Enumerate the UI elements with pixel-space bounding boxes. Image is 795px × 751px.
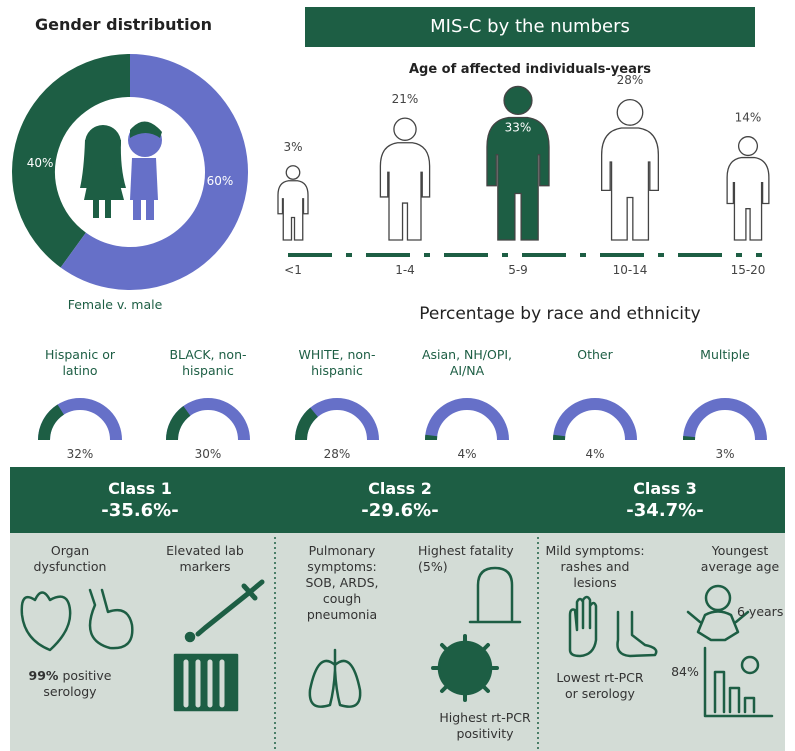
value-label: 4% [457,447,476,461]
x-tick-label: 10-14 [613,263,648,277]
value-label: 28% [324,447,351,461]
value-label: 4% [585,447,604,461]
person-figure [487,86,549,240]
boy-body [130,158,158,200]
person-figure [278,166,308,240]
gauge-track [431,404,503,440]
category-label: Multiple [660,347,790,363]
value-label: 3% [283,140,302,154]
page: MIS-C by the numbers {"chart_data": [ {"… [0,0,795,751]
serology-pct: 99% [29,668,59,683]
x-tick-label: 5-9 [508,263,528,277]
value-label: 30% [195,447,222,461]
class-share: -35.6%- [40,500,240,522]
heart-icon [22,593,70,651]
class-header: Class 3-34.7%- [565,478,765,522]
lungs-icon [310,650,360,707]
girl-leg [93,200,99,218]
icons [22,568,772,716]
category-label: WHITE, non- hispanic [272,347,402,379]
children-icon [80,121,162,220]
person-figure [602,100,659,240]
class-note: Highest fatality (5%) [418,543,528,575]
class-note: Highest rt-PCR positivity [430,710,540,742]
gauge-value [172,411,187,440]
person-figure [380,118,429,240]
class-note: Pulmonary symptoms: SOB, ARDS, cough pne… [292,543,392,623]
value-label: 40% [27,156,54,170]
banner: MIS-C by the numbers [305,7,755,47]
germ-icon [742,657,758,673]
gauge-track [689,404,761,440]
class-share: -29.6%- [300,500,500,522]
class-name: Class 2 [300,478,500,500]
class-name: Class 3 [565,478,765,500]
class-name: Class 1 [40,478,240,500]
syringe-icon [198,582,262,634]
category-label: Hispanic or latino [15,347,145,379]
category-label: BLACK, non- hispanic [143,347,273,379]
gauge-value [44,410,61,440]
value-label: 32% [67,447,94,461]
girl-leg [105,200,111,218]
class-note: Organ dysfunction [15,543,125,575]
x-tick-label: 1-4 [395,263,415,277]
page-body: 40% 60% 3% <1 21% 1-4 33% 5-9 28% 10-14 14% 15-20 32… [0,0,795,751]
boy-leg [133,200,141,220]
gauge-track [559,404,631,440]
class-note: Mild symptoms: rashes and lesions [545,543,645,591]
class-header: Class 1-35.6%- [40,478,240,522]
foot-icon [618,612,657,656]
class-note: 6 years [737,604,795,620]
x-tick-label: <1 [284,263,302,277]
value-label: 33% [505,120,532,134]
bars-icon [705,648,772,716]
class-note: Youngest average age [690,543,790,575]
class-note: Lowest rt-PCR or serology [550,670,650,702]
value-label: 21% [392,92,419,106]
chart-title: Gender distribution [35,17,212,33]
value-label: 14% [735,111,762,125]
chart-title: Age of affected individuals-years [330,62,730,78]
chart-title: Percentage by race and ethnicity [380,306,740,322]
x-tick-label: 15-20 [731,263,766,277]
hand-icon [570,597,596,656]
value-label: 60% [207,174,234,188]
class-share: -34.7%- [565,500,765,522]
person-figure [727,137,769,240]
chart-caption: Female v. male [40,297,190,313]
class-note: Elevated lab markers [150,543,260,575]
category-label: Asian, NH/OPI, AI/NA [402,347,532,379]
serology-note: 99%positive serology [15,668,125,700]
drop-icon [186,633,194,641]
category-label: Other [530,347,660,363]
baby-head [706,586,730,610]
class-note: 84% [660,664,710,680]
class-header: Class 2-29.6%- [300,478,500,522]
value-label: 3% [715,447,734,461]
gravestone-icon [470,568,520,622]
gauge-value [301,412,314,440]
boy-leg [146,200,154,220]
stomach-icon [90,590,132,648]
